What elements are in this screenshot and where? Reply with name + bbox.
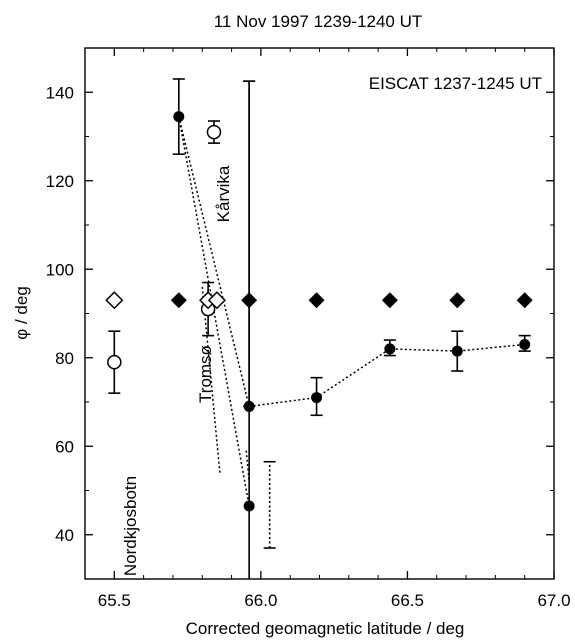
plot-area [105,78,533,579]
y-tick-label: 120 [46,172,74,191]
filled-diamond-point [241,292,258,309]
filled-diamond-point [170,292,187,309]
x-tick-label: 67.0 [537,591,570,610]
station-label-nordkjosbotn: Nordkjosbotn [121,476,140,576]
open-circle-point [206,124,222,140]
open-diamond-point [207,291,226,310]
y-tick-label: 140 [46,83,74,102]
y-tick-label: 40 [55,526,74,545]
eiscat-annotation: EISCAT 1237-1245 UT [369,74,542,93]
filled-circle-point [173,111,185,123]
axis-ticks: 65.5 66.0 66.5 67.0 40 60 80 100 120 140 [46,47,571,610]
dotted-connector [178,116,250,507]
dotted-connector [245,450,250,482]
y-tick-label: 100 [46,260,74,279]
y-tick-label: 80 [55,349,74,368]
x-tick-label: 66.5 [391,591,424,610]
filled-circle-point [243,500,255,512]
y-tick-label: 60 [55,437,74,456]
filled-diamond-point [381,292,398,309]
filled-diamond-point [308,292,325,309]
dotted-connector [178,116,250,407]
filled-circle-point [311,392,323,404]
open-circle-point [107,354,122,370]
filled-diamond-point [449,292,466,309]
station-label-karvika: Kårvika [214,165,233,222]
x-tick-label: 65.5 [98,591,131,610]
filled-diamond-point [516,292,533,309]
y-axis-label: φ / deg [12,286,31,340]
open-diamond-point [105,291,124,310]
plot-frame [84,47,555,580]
x-axis-label: Corrected geomagnetic latitude / deg [186,619,465,638]
series-connector [249,343,525,408]
filled-circle-point [451,345,463,357]
chart-title: 11 Nov 1997 1239-1240 UT [214,12,423,31]
station-label-tromso: Tromsø [196,345,215,403]
x-tick-label: 66.0 [244,591,277,610]
filled-circle-point [384,343,396,355]
filled-circle-point [519,338,531,350]
